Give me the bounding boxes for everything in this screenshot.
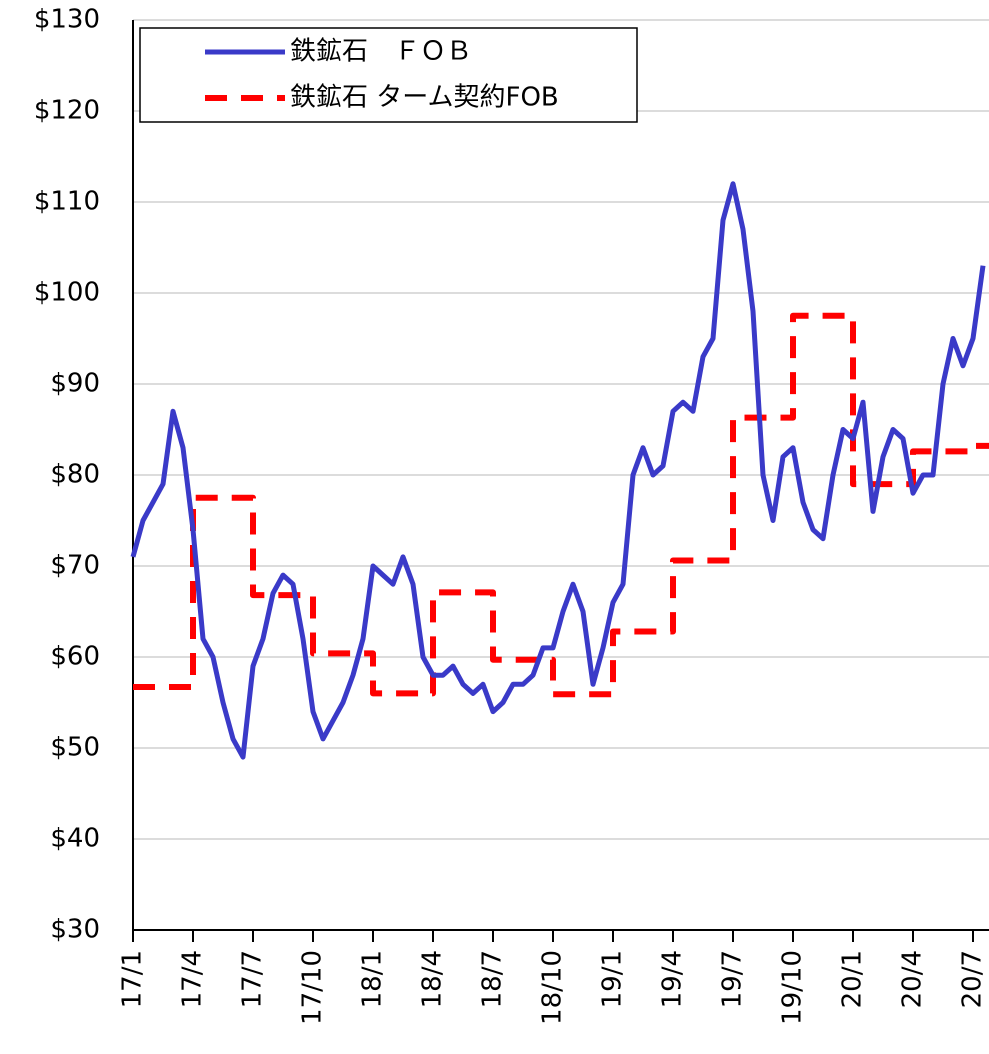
series-line xyxy=(133,312,989,698)
x-tick-label: 19/7 xyxy=(718,950,748,1008)
x-tick-label: 20/7 xyxy=(958,950,988,1008)
y-tick-label: $50 xyxy=(50,733,100,763)
x-tick-label: 18/7 xyxy=(478,950,508,1008)
legend-box xyxy=(139,27,638,123)
x-tick-label: 18/4 xyxy=(418,950,448,1008)
y-tick-label: $130 xyxy=(34,5,100,35)
y-tick-label: $90 xyxy=(50,369,100,399)
x-tick-label: 17/4 xyxy=(178,950,208,1008)
y-tick-label: $80 xyxy=(50,460,100,490)
x-tick-label: 17/7 xyxy=(238,950,268,1008)
x-tick-label: 19/4 xyxy=(658,950,688,1008)
y-tick-label: $40 xyxy=(50,824,100,854)
x-tick-label: 19/1 xyxy=(598,950,628,1008)
legend-label: 鉄鉱石 ターム契約FOB xyxy=(290,83,559,113)
y-tick-label: $30 xyxy=(50,915,100,945)
y-tick-label: $110 xyxy=(34,187,100,217)
legend-label: 鉄鉱石 ＦＯＢ xyxy=(290,37,472,67)
y-tick-label: $70 xyxy=(50,551,100,581)
x-tick-label: 18/1 xyxy=(358,950,388,1008)
series-line xyxy=(130,181,986,760)
y-tick-label: $60 xyxy=(50,642,100,672)
x-tick-label: 20/1 xyxy=(838,950,868,1008)
x-tick-label: 17/10 xyxy=(298,950,328,1025)
x-tick-label: 20/4 xyxy=(898,950,928,1008)
y-tick-label: $120 xyxy=(34,96,100,126)
x-tick-label: 17/1 xyxy=(118,950,148,1008)
y-tick-label: $100 xyxy=(34,278,100,308)
x-tick-label: 18/10 xyxy=(538,950,568,1025)
x-tick-label: 19/10 xyxy=(778,950,808,1025)
